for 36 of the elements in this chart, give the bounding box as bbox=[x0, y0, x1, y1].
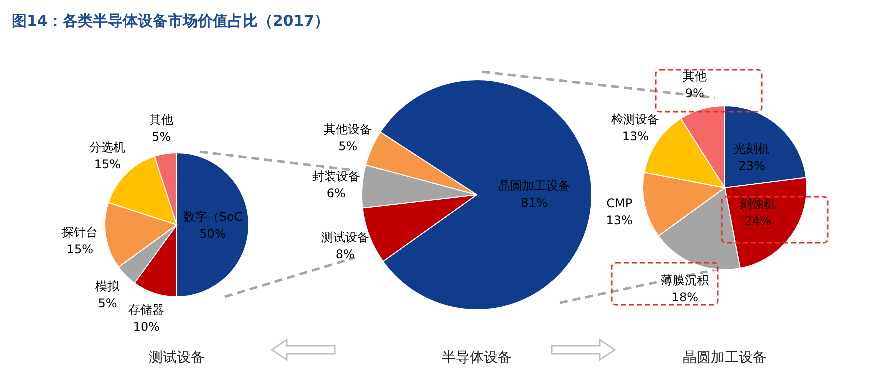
data-label: 13% bbox=[606, 214, 633, 228]
data-label: 8% bbox=[336, 248, 355, 262]
data-label: 15% bbox=[66, 242, 94, 256]
data-label: 13% bbox=[622, 129, 650, 144]
slice-label: 模拟 bbox=[96, 279, 121, 294]
data-label: 15% bbox=[94, 158, 122, 172]
slice-label: 检测设备 bbox=[612, 112, 660, 126]
slice-label: 存储器 bbox=[128, 303, 165, 318]
slice-label: 晶圆加工设备 bbox=[498, 178, 570, 193]
text: 测试设备 bbox=[149, 350, 205, 366]
slice-label: CMP bbox=[606, 196, 633, 211]
slice-label: 其他设备 bbox=[324, 122, 372, 137]
data-label: 50% bbox=[200, 227, 226, 241]
slice-label: 测试设备 bbox=[321, 230, 370, 245]
data-label: 18% bbox=[672, 290, 699, 304]
data-label: 10% bbox=[133, 320, 160, 334]
data-label: 81% bbox=[521, 196, 548, 210]
slice-label: 分选机 bbox=[90, 140, 126, 155]
data-label: 23% bbox=[738, 159, 766, 174]
data-label: 9% bbox=[685, 86, 704, 100]
data-label: 5% bbox=[98, 296, 118, 310]
data-label: 5% bbox=[338, 140, 358, 154]
data-label: 24% bbox=[744, 214, 772, 228]
slice-label: 其他 bbox=[682, 69, 707, 84]
slice-label: 薄膜沉积 bbox=[661, 273, 710, 288]
slice-label: 探针台 bbox=[62, 225, 98, 240]
slice-label: 光刻机 bbox=[734, 142, 770, 156]
slice-label: 刻蚀机 bbox=[740, 197, 776, 212]
text: 半导体设备 bbox=[442, 350, 512, 366]
slice-label: 封装设备 bbox=[312, 170, 360, 184]
chart-title: 图14：各类半导体设备市场价值占比（2017） bbox=[12, 12, 330, 31]
slice-label: 其他 bbox=[150, 113, 174, 128]
text: 晶圆加工设备 bbox=[683, 350, 767, 366]
slice-label: 数字（SoC bbox=[183, 210, 243, 224]
data-label: 5% bbox=[152, 130, 172, 144]
data-label: 6% bbox=[326, 186, 346, 201]
